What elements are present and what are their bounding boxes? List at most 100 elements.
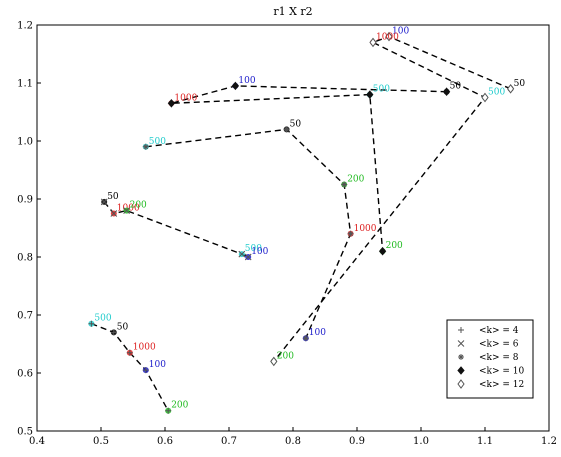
marker-x [100, 198, 108, 206]
point-label: 100 [309, 328, 326, 338]
data-point: 100 [231, 76, 256, 91]
point-label: 200 [277, 351, 294, 361]
data-point: 1000 [369, 32, 399, 48]
y-tick-label: 0.7 [17, 311, 33, 322]
point-label: 200 [386, 241, 403, 251]
y-tick-label: 0.9 [17, 195, 33, 206]
point-label: 200 [347, 175, 364, 185]
point-label: 1000 [133, 343, 156, 353]
data-point: 1000 [167, 93, 198, 108]
data-point: 1000 [347, 224, 377, 237]
x-tick-label: 0.7 [221, 436, 237, 447]
point-label: 50 [450, 82, 462, 92]
data-point: 100 [385, 27, 409, 42]
y-axis: 0.5 0.6 0.7 0.8 0.9 1.0 1.1 1.2 [17, 21, 41, 438]
data-point: 500 [142, 137, 166, 150]
legend-label: <k> = 8 [479, 353, 519, 363]
data-points: 5010010005002005010010005002005005020010… [88, 27, 525, 414]
point-label: 1000 [376, 32, 399, 42]
marker-plus [110, 329, 117, 336]
marker-plus [88, 320, 95, 327]
data-point: 200 [341, 175, 365, 188]
x-tick-label: 1.1 [477, 436, 493, 447]
point-label: 500 [245, 244, 262, 254]
data-point: 200 [123, 201, 147, 214]
marker-star [458, 354, 464, 360]
data-point: 500 [88, 314, 112, 327]
y-tick-label: 0.5 [17, 427, 33, 438]
marker-x [238, 250, 246, 258]
chart-title: r1 X r2 [273, 5, 312, 18]
legend-item: <k> = 12 [457, 379, 524, 390]
marker-star [347, 230, 354, 237]
data-point: 200 [270, 351, 294, 367]
marker-diamond-open [506, 83, 515, 94]
marker-plus [458, 327, 464, 333]
data-point: 50 [283, 119, 302, 133]
y-tick-label: 0.6 [17, 369, 33, 380]
marker-diamond-filled [167, 99, 176, 108]
legend-item: <k> = 6 [457, 340, 519, 350]
series-path [171, 85, 447, 252]
marker-star [302, 335, 309, 342]
marker-diamond-open [385, 31, 393, 42]
legend-label: <k> = 4 [479, 326, 519, 336]
x-axis: 0.4 0.5 0.6 0.7 0.8 0.9 1.0 1.1 1.2 [29, 427, 557, 447]
point-label: 50 [290, 119, 302, 129]
x-tick-label: 1.2 [541, 436, 557, 447]
point-label: 100 [251, 247, 268, 257]
x-tick-label: 0.4 [29, 436, 45, 447]
legend-label: <k> = 6 [479, 340, 519, 350]
data-point: 100 [142, 360, 166, 374]
point-label: 50 [117, 322, 129, 332]
y-tick-label: 1.1 [17, 79, 33, 90]
point-label: 100 [238, 76, 255, 86]
marker-x [457, 340, 465, 347]
marker-diamond-open [369, 37, 377, 48]
marker-diamond-open [481, 92, 489, 103]
y-tick-label: 1.0 [17, 137, 33, 148]
point-label: 100 [392, 27, 409, 37]
point-label: 500 [488, 88, 505, 98]
marker-star [341, 181, 348, 188]
series-path [273, 35, 511, 362]
marker-star [142, 143, 149, 150]
data-point: 100 [244, 247, 269, 261]
legend: <k> = 4 <k> = 6 <k> = 8 <k> = 10 <k> = 12 [446, 319, 534, 399]
legend-item: <k> = 8 [458, 353, 519, 363]
marker-diamond-filled [457, 366, 465, 375]
data-point: 50 [442, 82, 462, 96]
marker-x [244, 253, 252, 261]
marker-diamond-filled [378, 246, 387, 256]
point-label: 50 [514, 79, 526, 89]
data-point: 50 [110, 322, 129, 336]
marker-plus [126, 349, 133, 356]
point-label: 50 [107, 192, 119, 202]
x-tick-label: 0.6 [157, 436, 173, 447]
marker-diamond-open [270, 356, 278, 367]
point-label: 200 [171, 401, 188, 411]
marker-x [110, 210, 118, 217]
marker-diamond-open [457, 379, 465, 389]
data-point: 1000 [126, 343, 156, 356]
legend-label: <k> = 12 [479, 380, 524, 390]
marker-diamond-filled [231, 81, 240, 91]
data-point: 200 [378, 241, 403, 256]
marker-x [123, 207, 130, 214]
x-tick-label: 0.5 [93, 436, 109, 447]
point-label: 500 [373, 85, 390, 95]
legend-item: <k> = 4 [458, 326, 519, 336]
series-path [145, 128, 352, 339]
x-tick-label: 0.8 [285, 436, 301, 447]
marker-plus [142, 367, 149, 374]
marker-diamond-filled [366, 90, 374, 99]
point-label: 500 [149, 137, 166, 147]
x-tick-label: 1.0 [413, 436, 429, 447]
point-label: 100 [149, 360, 166, 370]
data-point: 500 [238, 244, 262, 258]
point-label: 500 [94, 314, 111, 324]
point-label: 1000 [354, 224, 377, 234]
y-tick-label: 1.2 [17, 21, 33, 32]
marker-star [283, 126, 290, 133]
